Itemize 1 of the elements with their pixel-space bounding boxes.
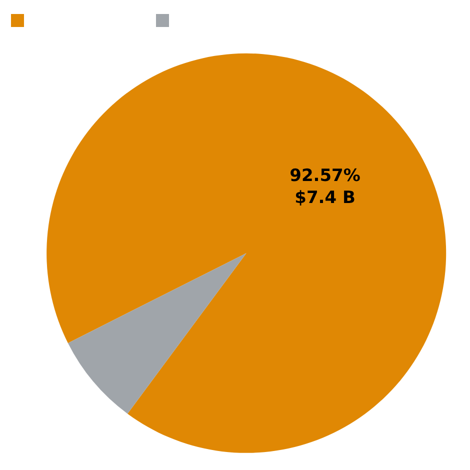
data-label: 92.57% $7.4 B	[290, 166, 360, 208]
